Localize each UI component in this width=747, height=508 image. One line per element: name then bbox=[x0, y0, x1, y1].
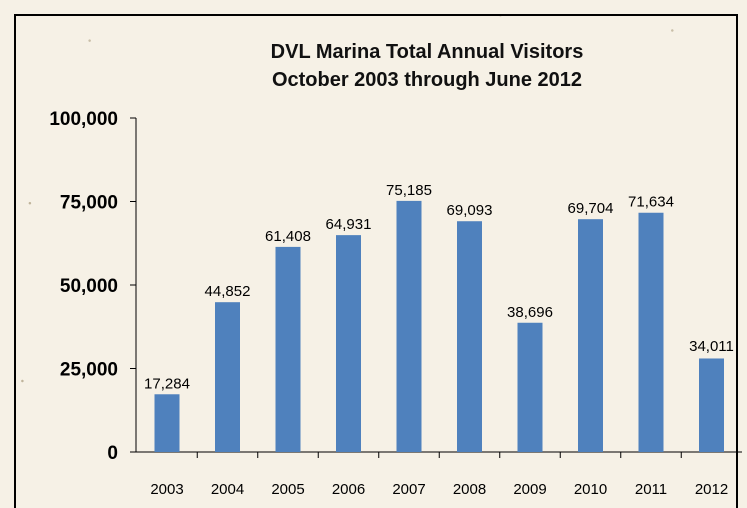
data-label: 64,931 bbox=[326, 216, 372, 233]
data-label: 44,852 bbox=[205, 283, 251, 300]
y-tick-labels: 0 25,000 50,000 75,000 100,000 bbox=[49, 109, 118, 464]
y-tick-label: 75,000 bbox=[60, 193, 118, 214]
x-tick-labels: 2003 2004 2005 2006 2007 2008 2009 2010 2011 2012 bbox=[150, 481, 728, 498]
bar bbox=[638, 212, 664, 452]
x-tick-label: 2003 bbox=[150, 481, 183, 498]
bar bbox=[215, 302, 240, 452]
x-tick-label: 2008 bbox=[453, 481, 486, 498]
chart-title: DVL Marina Total Annual Visitors bbox=[271, 41, 584, 63]
data-labels: 17,284 44,852 61,408 64,931 75,185 69,093 38,6… bbox=[144, 182, 734, 392]
y-tick-label: 50,000 bbox=[60, 276, 118, 297]
chart-subtitle: October 2003 through June 2012 bbox=[272, 69, 582, 91]
data-label: 34,011 bbox=[689, 338, 734, 355]
data-label: 38,696 bbox=[507, 304, 553, 321]
chart-frame bbox=[14, 14, 738, 508]
bar bbox=[154, 394, 180, 452]
bar bbox=[396, 200, 422, 452]
x-tick-label: 2007 bbox=[392, 481, 425, 498]
data-label: 75,185 bbox=[386, 182, 432, 199]
data-label: 69,093 bbox=[447, 202, 493, 219]
data-label: 71,634 bbox=[628, 194, 674, 211]
bars bbox=[154, 200, 724, 452]
bar bbox=[578, 219, 603, 452]
y-tick-label: 25,000 bbox=[60, 360, 118, 381]
x-tick-label: 2011 bbox=[635, 481, 667, 498]
bar bbox=[275, 246, 301, 452]
x-tick-label: 2006 bbox=[332, 481, 365, 498]
bar bbox=[517, 322, 543, 452]
bar bbox=[336, 235, 361, 452]
x-tick-label: 2004 bbox=[211, 481, 244, 498]
x-tick-label: 2012 bbox=[695, 481, 728, 498]
y-tick-label: 0 bbox=[107, 443, 118, 464]
data-label: 61,408 bbox=[265, 228, 311, 245]
data-label: 69,704 bbox=[568, 200, 614, 217]
x-tick-label: 2005 bbox=[271, 481, 304, 498]
x-tick-label: 2009 bbox=[513, 481, 546, 498]
bar bbox=[699, 358, 724, 452]
y-tick-label: 100,000 bbox=[49, 109, 118, 130]
bar bbox=[457, 221, 482, 452]
data-label: 17,284 bbox=[144, 375, 190, 392]
x-tick-label: 2010 bbox=[574, 481, 607, 498]
